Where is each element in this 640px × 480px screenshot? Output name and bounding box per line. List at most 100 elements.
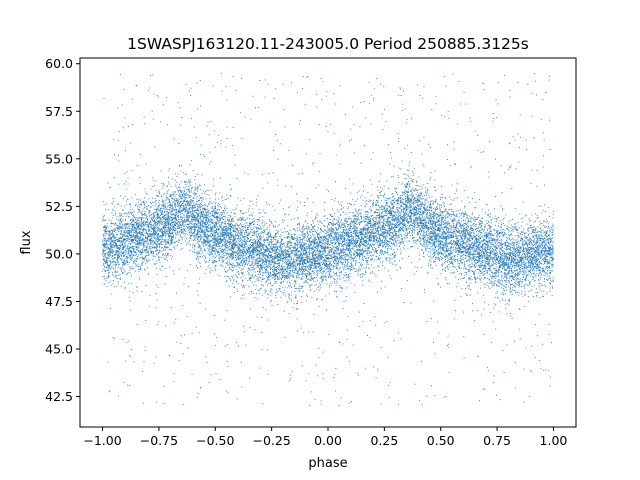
data-point bbox=[507, 276, 508, 277]
data-point bbox=[428, 265, 429, 266]
data-point bbox=[317, 270, 318, 271]
data-point bbox=[412, 225, 413, 226]
data-point bbox=[536, 236, 537, 237]
data-point bbox=[518, 295, 519, 296]
data-point bbox=[102, 241, 103, 242]
data-point bbox=[267, 294, 268, 295]
data-point bbox=[143, 247, 144, 248]
data-point bbox=[240, 265, 241, 266]
data-point bbox=[546, 253, 547, 254]
data-point bbox=[245, 234, 246, 235]
data-point bbox=[172, 179, 173, 180]
data-point bbox=[460, 251, 461, 252]
data-point bbox=[199, 195, 200, 196]
data-point bbox=[166, 197, 167, 198]
data-point bbox=[503, 286, 504, 287]
data-point bbox=[135, 260, 136, 261]
data-point bbox=[185, 181, 186, 182]
data-point bbox=[378, 270, 379, 271]
data-point bbox=[290, 271, 291, 272]
data-point bbox=[395, 231, 396, 232]
data-point bbox=[382, 209, 383, 210]
data-point bbox=[463, 259, 464, 260]
data-point bbox=[177, 188, 178, 189]
data-point bbox=[268, 267, 269, 268]
data-point bbox=[381, 215, 382, 216]
data-point bbox=[338, 211, 339, 212]
data-point bbox=[357, 199, 358, 200]
data-point bbox=[448, 228, 449, 229]
data-point bbox=[299, 234, 300, 235]
data-point bbox=[364, 274, 365, 275]
data-point bbox=[441, 235, 442, 236]
data-point bbox=[493, 282, 494, 283]
data-point bbox=[270, 295, 271, 296]
data-point bbox=[499, 311, 500, 312]
data-point bbox=[182, 195, 183, 196]
data-point bbox=[385, 251, 386, 252]
data-point bbox=[203, 231, 204, 232]
data-point bbox=[310, 285, 311, 286]
data-point bbox=[295, 298, 296, 299]
data-point bbox=[126, 201, 127, 202]
data-point bbox=[349, 254, 350, 255]
data-point bbox=[426, 195, 427, 196]
data-point bbox=[125, 228, 126, 229]
data-point bbox=[183, 202, 184, 203]
data-point bbox=[450, 266, 451, 267]
data-point bbox=[292, 250, 293, 251]
data-point bbox=[497, 235, 498, 236]
data-point bbox=[158, 208, 159, 209]
data-point bbox=[188, 195, 189, 196]
data-point bbox=[500, 243, 501, 244]
data-point bbox=[289, 282, 290, 283]
data-point bbox=[243, 238, 244, 239]
data-point bbox=[262, 257, 263, 258]
data-point bbox=[220, 231, 221, 232]
data-point bbox=[495, 280, 496, 281]
data-point bbox=[516, 250, 517, 251]
data-point bbox=[553, 281, 554, 282]
data-point bbox=[441, 253, 442, 254]
data-point bbox=[213, 230, 214, 231]
data-point bbox=[378, 246, 379, 247]
data-point bbox=[458, 252, 459, 253]
data-point bbox=[345, 214, 346, 215]
data-point bbox=[467, 286, 468, 287]
data-point bbox=[513, 249, 514, 250]
data-point bbox=[337, 241, 338, 242]
data-point bbox=[306, 240, 307, 241]
data-point bbox=[413, 216, 414, 217]
data-point bbox=[202, 225, 203, 226]
data-point bbox=[121, 242, 122, 243]
data-point bbox=[343, 229, 344, 230]
data-point bbox=[241, 231, 242, 232]
data-point bbox=[132, 246, 133, 247]
data-point bbox=[347, 231, 348, 232]
data-point bbox=[247, 218, 248, 219]
data-point bbox=[271, 285, 272, 286]
data-point bbox=[208, 217, 209, 218]
data-point bbox=[197, 243, 198, 244]
data-point bbox=[172, 207, 173, 208]
data-point bbox=[224, 249, 225, 250]
data-point bbox=[547, 256, 548, 257]
data-point bbox=[413, 194, 414, 195]
data-point bbox=[236, 251, 237, 252]
data-point bbox=[396, 237, 397, 238]
data-point bbox=[208, 261, 209, 262]
data-point bbox=[115, 251, 116, 252]
data-point bbox=[115, 211, 116, 212]
data-point bbox=[339, 257, 340, 258]
data-point bbox=[208, 214, 209, 215]
data-point bbox=[463, 233, 464, 234]
data-point bbox=[374, 221, 375, 222]
data-point bbox=[360, 277, 361, 278]
data-point bbox=[335, 227, 336, 228]
data-point bbox=[443, 205, 444, 206]
data-point bbox=[124, 234, 125, 235]
data-point bbox=[489, 288, 490, 289]
data-point bbox=[390, 246, 391, 247]
data-point bbox=[188, 190, 189, 191]
data-point bbox=[237, 264, 238, 265]
